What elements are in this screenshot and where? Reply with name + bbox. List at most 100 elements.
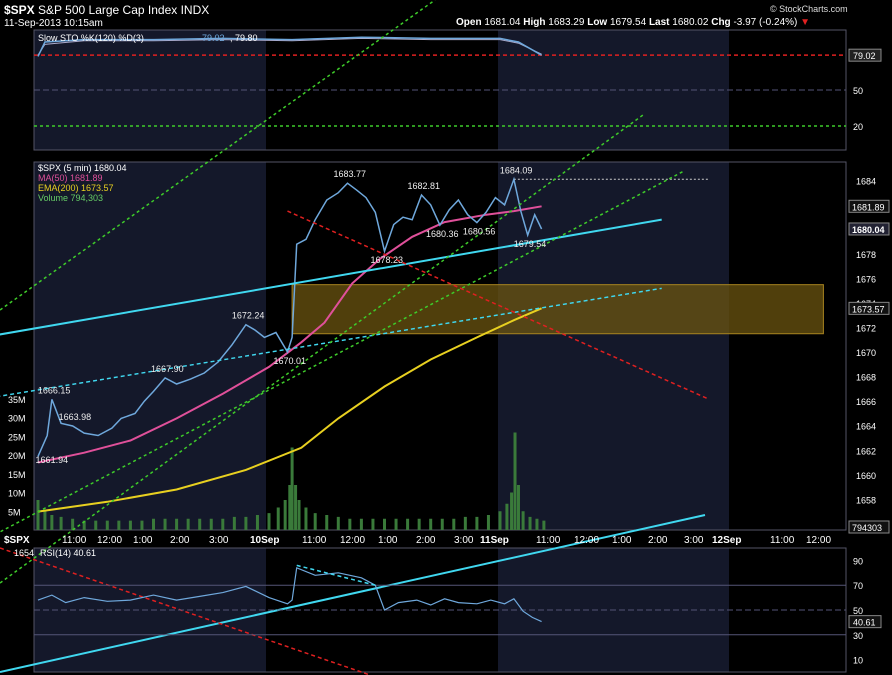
trendline-cyan-lower bbox=[0, 514, 706, 673]
volume-bar bbox=[267, 513, 271, 530]
price-tag-label: 1681.89 bbox=[852, 202, 885, 212]
price-value-tag bbox=[848, 222, 890, 236]
trendline-green-dotted-upper bbox=[0, 0, 436, 311]
x-axis-label: 10Sep bbox=[250, 535, 279, 546]
x-axis-label: 12:00 bbox=[574, 535, 599, 546]
volume-bar bbox=[325, 515, 329, 530]
volume-bar bbox=[128, 520, 132, 530]
volume-bar bbox=[486, 515, 490, 530]
low-label: Low bbox=[587, 17, 608, 28]
sto-d-line bbox=[37, 37, 542, 56]
day-shade bbox=[34, 30, 266, 150]
x-axis-label: 11:00 bbox=[62, 535, 87, 546]
open-value: 1681.04 bbox=[484, 17, 521, 28]
day-shade bbox=[34, 162, 266, 530]
chart-title: $SPX S&P 500 Large Cap Index INDX bbox=[4, 3, 209, 17]
price-annotation: 1667.90 bbox=[151, 364, 184, 374]
price-axis-label: 1660 bbox=[856, 471, 876, 481]
trendline-green-dotted-lower bbox=[0, 114, 644, 584]
x-axis-label: 11Sep bbox=[480, 535, 509, 546]
volume-bar bbox=[283, 500, 287, 530]
volume-bar bbox=[513, 432, 517, 530]
x-axis-label: 3:00 bbox=[684, 535, 704, 546]
price-annotation: 1680.36 bbox=[426, 229, 459, 239]
chg-value: -3.97 (-0.24%) bbox=[733, 17, 798, 28]
x-axis-label: 1:00 bbox=[378, 535, 398, 546]
price-legend-ma50: MA(50) 1681.89 bbox=[38, 173, 103, 183]
sto-value-tag bbox=[848, 48, 882, 62]
volume-bar bbox=[163, 518, 167, 530]
x-axis-label: 12Sep bbox=[712, 535, 741, 546]
price-axis-label: 1662 bbox=[856, 446, 876, 456]
price-annotation: 1661.94 bbox=[36, 455, 69, 465]
volume-bar bbox=[36, 500, 40, 530]
price-axis-label: 1658 bbox=[856, 495, 876, 505]
index-name: S&P 500 Large Cap Index bbox=[38, 3, 178, 17]
volume-bar bbox=[255, 515, 259, 530]
volume-bar bbox=[406, 518, 410, 530]
volume-bar bbox=[94, 520, 98, 530]
last-label: Last bbox=[648, 17, 670, 28]
price-axis-label: 1678 bbox=[856, 250, 876, 260]
volume-bar bbox=[521, 511, 525, 530]
x-axis-label: 2:00 bbox=[416, 535, 436, 546]
volume-bar bbox=[290, 447, 294, 530]
volume-bar bbox=[175, 518, 179, 530]
rsi-axis-label: 50 bbox=[853, 606, 863, 616]
sto-legend: Slow STO %K(120) %D(3) bbox=[38, 33, 144, 43]
x-axis-label: 12:00 bbox=[806, 535, 831, 546]
volume-axis-label: 30M bbox=[8, 414, 26, 424]
ohlc-summary: Open 1681.04 High 1683.29 Low 1679.54 La… bbox=[456, 17, 810, 28]
price-axis-label: 1676 bbox=[856, 275, 876, 285]
x-axis-label: 3:00 bbox=[454, 535, 474, 546]
price-legend-symbol: $SPX (5 min) 1680.04 bbox=[38, 163, 127, 173]
price-annotation: 1663.98 bbox=[59, 412, 92, 422]
x-axis-label: 12:00 bbox=[340, 535, 365, 546]
ema200-line bbox=[37, 307, 542, 513]
price-panel-border bbox=[33, 161, 847, 531]
volume-bar bbox=[516, 485, 520, 530]
sto-axis-label: 20 bbox=[853, 122, 863, 132]
volume-axis-label: 15M bbox=[8, 470, 26, 480]
x-axis-label: 2:00 bbox=[170, 535, 190, 546]
volume-bar bbox=[417, 518, 421, 530]
sto-axis-label: 50 bbox=[853, 86, 863, 96]
rsi-axis-label: 70 bbox=[853, 581, 863, 591]
trendline-red-lower bbox=[0, 547, 371, 675]
price-annotation: 1683.77 bbox=[334, 169, 367, 179]
price-tag-label: 1680.04 bbox=[852, 225, 885, 235]
price-axis-label: 1664 bbox=[856, 422, 876, 432]
price-axis-label: 1684 bbox=[856, 176, 876, 186]
volume-bar bbox=[105, 520, 109, 530]
x-axis-label: $SPX bbox=[4, 535, 30, 546]
ma50-line bbox=[37, 205, 542, 464]
sto-k-line bbox=[37, 36, 542, 57]
high-value: 1683.29 bbox=[548, 17, 585, 28]
volume-bar bbox=[498, 511, 502, 530]
price-annotation: 1672.24 bbox=[232, 311, 265, 321]
price-axis-label: 1670 bbox=[856, 348, 876, 358]
exchange: INDX bbox=[180, 3, 210, 17]
volume-axis-label: 20M bbox=[8, 451, 26, 461]
price-axis-label: 1672 bbox=[856, 324, 876, 334]
trendline-cyan-solid bbox=[0, 218, 662, 336]
price-annotation: 1682.81 bbox=[407, 181, 440, 191]
volume-bar bbox=[117, 520, 121, 530]
volume-bars bbox=[36, 432, 546, 530]
rsi-trendline bbox=[296, 564, 376, 586]
rsi-axis-label: 30 bbox=[853, 631, 863, 641]
volume-axis-label: 25M bbox=[8, 432, 26, 442]
volume-axis-label: 5M bbox=[8, 507, 21, 517]
volume-bar bbox=[50, 515, 54, 530]
x-axis-label: 3:00 bbox=[209, 535, 229, 546]
volume-bar bbox=[152, 518, 155, 530]
volume-bar bbox=[463, 516, 467, 530]
volume-bar bbox=[313, 513, 317, 530]
volume-bar bbox=[542, 520, 546, 530]
price-legend-ema200: EMA(200) 1673.57 bbox=[38, 183, 114, 193]
price-annotation: 1670.01 bbox=[273, 356, 306, 366]
rsi-legend: RSI(14) 40.61 bbox=[40, 548, 96, 558]
volume-bar bbox=[528, 516, 532, 530]
last-value: 1680.02 bbox=[672, 17, 709, 28]
